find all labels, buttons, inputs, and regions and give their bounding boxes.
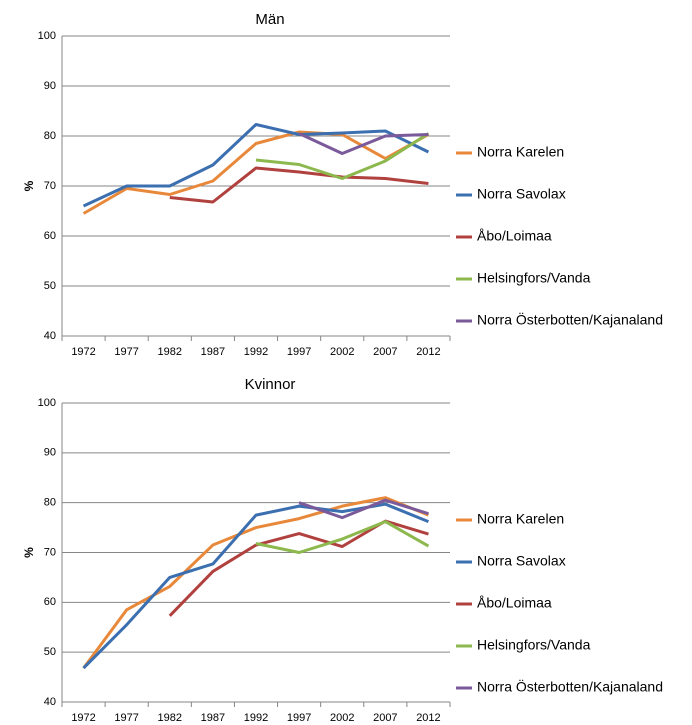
legend-label: Norra Österbotten/Kajanaland (477, 678, 663, 695)
x-tick-label: 2007 (373, 346, 397, 358)
legend-label: Norra Savolax (477, 186, 566, 202)
series-line (82, 496, 430, 670)
x-tick-label: 2007 (373, 712, 397, 724)
x-tick-label: 2012 (416, 346, 440, 358)
legend-label: Norra Karelen (477, 144, 564, 160)
x-tick-label: 1987 (201, 712, 225, 724)
legend-label: Helsingfors/Vanda (477, 637, 591, 653)
series-line (82, 123, 430, 208)
legend-label: Norra Savolax (477, 553, 566, 569)
series-line (298, 498, 429, 520)
y-tick-label: 90 (44, 447, 56, 459)
x-tick-label: 1987 (201, 346, 225, 358)
y-tick-label: 100 (38, 397, 56, 409)
legend-label: Helsingfors/Vanda (477, 270, 591, 286)
legend-label: Åbo/Loimaa (477, 228, 552, 244)
y-axis-label: % (22, 547, 36, 558)
series-line (255, 132, 430, 180)
y-tick-label: 80 (44, 497, 56, 509)
y-tick-label: 70 (44, 546, 56, 558)
chart-title: Kvinnor (245, 376, 296, 393)
y-tick-label: 100 (38, 30, 56, 42)
y-tick-label: 50 (44, 646, 56, 658)
series-line (82, 130, 430, 215)
legend-label: Åbo/Loimaa (477, 595, 552, 611)
x-tick-label: 1977 (114, 712, 138, 724)
x-tick-label: 2002 (330, 346, 354, 358)
y-tick-label: 60 (44, 230, 56, 242)
y-tick-label: 40 (44, 696, 56, 708)
y-tick-label: 50 (44, 280, 56, 292)
x-tick-label: 1992 (244, 346, 268, 358)
series-line (255, 520, 430, 554)
x-tick-label: 2012 (416, 712, 440, 724)
x-tick-label: 1997 (287, 346, 311, 358)
series-line (298, 132, 429, 155)
x-tick-label: 1972 (71, 712, 95, 724)
legend-label: Norra Karelen (477, 511, 564, 527)
series-line (169, 166, 429, 204)
x-tick-label: 1972 (71, 346, 95, 358)
chart-title: Män (255, 11, 284, 28)
x-tick-label: 1982 (158, 712, 182, 724)
x-tick-label: 2002 (330, 712, 354, 724)
x-tick-label: 1992 (244, 712, 268, 724)
y-tick-label: 40 (44, 330, 56, 342)
legend-label: Norra Österbotten/Kajanaland (477, 311, 663, 328)
x-tick-label: 1982 (158, 346, 182, 358)
x-tick-label: 1977 (114, 346, 138, 358)
y-tick-label: 60 (44, 596, 56, 608)
y-tick-label: 90 (44, 80, 56, 92)
series-line (168, 519, 429, 617)
y-tick-label: 80 (44, 130, 56, 142)
x-tick-label: 1997 (287, 712, 311, 724)
y-tick-label: 70 (44, 180, 56, 192)
y-axis-label: % (22, 180, 36, 191)
